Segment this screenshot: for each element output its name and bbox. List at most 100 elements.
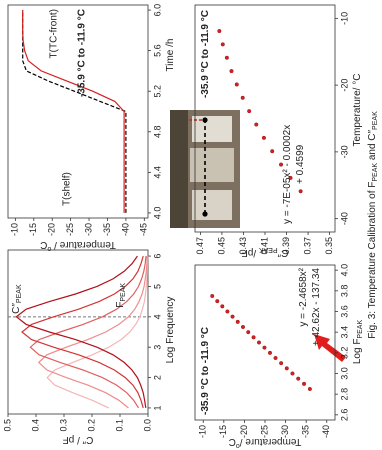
annotation: -35.9 °C to -11.9 °C [200, 10, 211, 98]
text-part: PEAK [259, 246, 278, 253]
photo-block [190, 148, 234, 182]
series-label: T(shelf) [62, 172, 73, 206]
annotation: + 42.62x - 137.34 [311, 268, 322, 347]
line [22, 10, 127, 213]
line [29, 256, 147, 409]
text-part: Log F [352, 339, 363, 365]
y-tick-label: 0.45 [216, 237, 226, 255]
y-tick-label: 0.3 [58, 419, 68, 432]
x-tick-label: 2.6 [339, 409, 349, 422]
x-tick-label: 2 [152, 375, 162, 380]
point [246, 330, 251, 335]
annotation: -35.9 °C to -11.9 °C [76, 9, 87, 97]
y-axis-label: Temperature /oC [229, 436, 302, 448]
x-axis-label: Log FPEAK [352, 320, 365, 365]
plot-frame [7, 4, 149, 219]
photo-block [192, 190, 232, 220]
text-part: y = -7E-05x² - 0.0002x [282, 125, 293, 224]
y-tick-label: 0.37 [302, 237, 312, 255]
x-tick-label: -30 [339, 145, 349, 158]
y-tick-label: -25 [65, 223, 75, 236]
text-part: Temperature / [51, 239, 115, 250]
point [290, 371, 295, 376]
x-tick-label: 3.6 [339, 305, 349, 318]
point [240, 325, 245, 330]
text-part: + 0.4599 [295, 144, 306, 184]
point [235, 319, 240, 324]
line [15, 255, 147, 408]
point [247, 109, 252, 114]
x-tick-label: 6.0 [152, 4, 162, 17]
point [267, 350, 272, 355]
x-tick-label: 4.0 [152, 207, 162, 220]
point [279, 162, 284, 167]
annotation: -35.9 °C to -11.9 °C [200, 327, 211, 415]
text-part: C″ / pF [63, 434, 94, 445]
point [225, 309, 230, 314]
photo-dot [202, 117, 208, 123]
text-part: -35.9 °C to -11.9 °C [200, 10, 211, 98]
y-tick-label: -45 [139, 223, 149, 236]
point [298, 189, 303, 194]
annotation: C″PEAK [11, 284, 24, 314]
point [256, 340, 261, 345]
text-part: PEAK [372, 111, 379, 130]
y-tick-label: 0.1 [114, 419, 124, 432]
point [273, 356, 278, 361]
y-axis-label: Temperature / oC [40, 239, 116, 251]
y-axis-label: C″ / pF [63, 434, 94, 445]
text-part: o [236, 442, 240, 449]
line [37, 256, 148, 409]
y-tick-label: -40 [321, 425, 331, 438]
y-tick-label: -40 [120, 223, 130, 236]
x-tick-label: 6 [152, 254, 162, 259]
point [279, 361, 284, 366]
line [21, 255, 144, 409]
y-tick-label: 0.0 [142, 419, 152, 432]
photo-block [192, 116, 232, 142]
text-part: -35.9 °C to -11.9 °C [200, 327, 211, 415]
series-label: T(TC-front) [49, 9, 60, 58]
y-tick-label: 0.35 [324, 237, 334, 255]
x-tick-label: -20 [339, 79, 349, 92]
point [215, 299, 220, 304]
y-tick-label: -10 [10, 223, 20, 236]
y-tick-label: -20 [47, 223, 57, 236]
photo-shade [170, 110, 188, 228]
point [302, 381, 307, 386]
caption: Fig. 3: Temperature Calibration of FPEAK… [367, 111, 380, 339]
text-part: PEAK [372, 163, 379, 182]
y-tick-label: 0.41 [259, 237, 269, 255]
y-tick-label: -10 [198, 425, 208, 438]
point [270, 149, 275, 154]
text-part: PEAK [16, 284, 23, 303]
point [251, 335, 256, 340]
y-tick-label: -20 [239, 425, 249, 438]
y-tick-label: -35 [301, 425, 311, 438]
x-tick-label: 3.0 [339, 367, 349, 380]
x-axis-label: Temperature/ °C [352, 74, 363, 147]
x-tick-label: 3.2 [339, 347, 349, 360]
point [262, 345, 267, 350]
x-tick-label: 4 [152, 314, 162, 319]
text-part: C″ [11, 303, 22, 314]
x-tick-label: 5.2 [152, 85, 162, 98]
rotated-figure: 1 2 3 4 5 6 0.0 0.1 0.2 0.3 0.4 0.5 Log Frequency C″ … [2, 4, 379, 449]
y-tick-label: 0.39 [281, 237, 291, 255]
text-part: o [47, 245, 51, 252]
text-part: and C″ [367, 129, 378, 162]
text-part: + 42.62x - 137.34 [311, 268, 322, 347]
point [284, 366, 289, 371]
y-tick-label: 0.47 [195, 237, 205, 255]
text-part: Log Frequency [165, 297, 176, 364]
x-tick-label: 1 [152, 405, 162, 410]
y-tick-label: -35 [102, 223, 112, 236]
text-part: PEAK [357, 320, 364, 339]
x-tick-label: 4.4 [152, 166, 162, 179]
point [254, 122, 259, 127]
x-tick-label: -40 [339, 212, 349, 225]
y-tick-label: -15 [218, 425, 228, 438]
point [296, 376, 301, 381]
text-part: PEAK [120, 283, 127, 302]
